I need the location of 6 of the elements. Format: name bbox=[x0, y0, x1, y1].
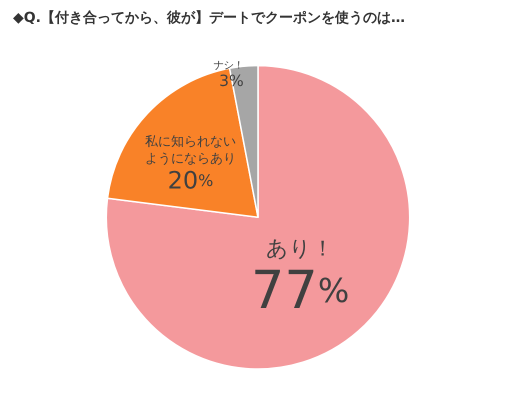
slice-label: ナシ！ bbox=[214, 60, 244, 72]
chart-title: ◆Q.【付き合ってから、彼が】デートでクーポンを使うのは… bbox=[13, 10, 405, 26]
slice-label: あり！ bbox=[266, 236, 334, 262]
data-label: 77% bbox=[251, 260, 350, 322]
data-label: 20% bbox=[168, 166, 214, 194]
slice-label: 私に知られないようにならあり bbox=[145, 134, 236, 166]
